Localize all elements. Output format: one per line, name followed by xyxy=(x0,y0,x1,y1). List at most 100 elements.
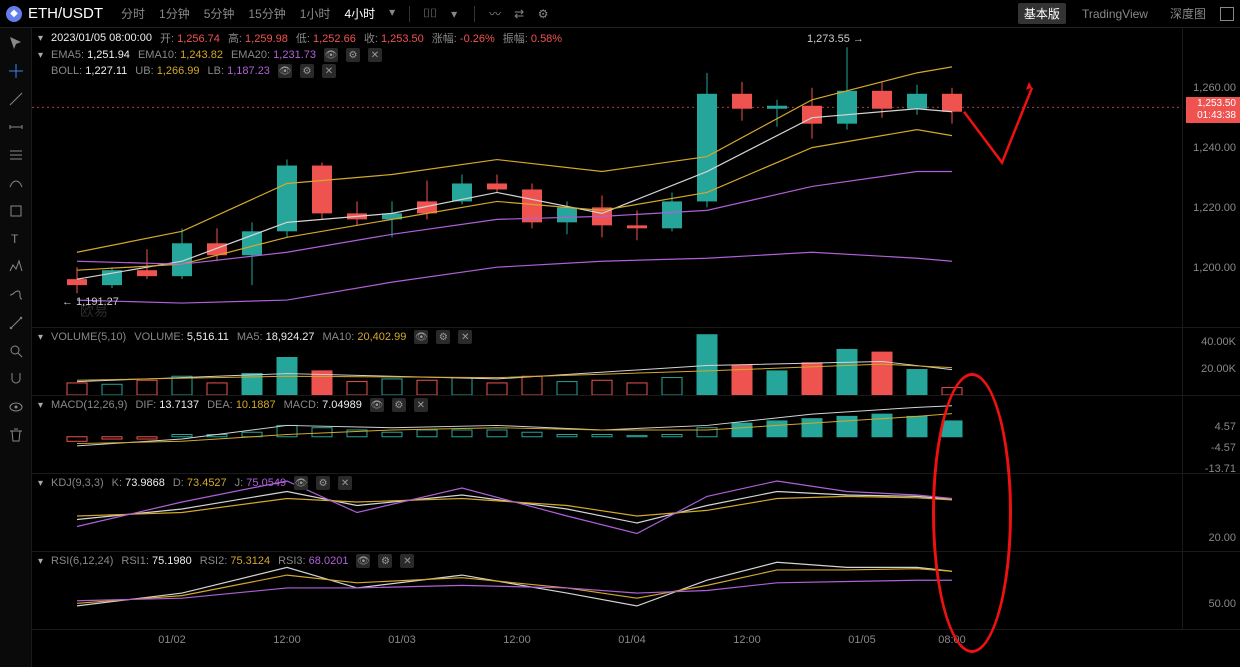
delete-tool[interactable] xyxy=(7,426,25,444)
timeframe-tab[interactable]: 15分钟 xyxy=(242,3,291,24)
ema20-value: 1,231.73 xyxy=(273,49,316,61)
close-icon[interactable]: ✕ xyxy=(368,48,382,62)
compare-icon[interactable]: ⇄ xyxy=(511,6,527,22)
measure-tool[interactable] xyxy=(7,314,25,332)
indicator-icon[interactable]: 〰 xyxy=(487,6,503,22)
kdj-axis[interactable]: 20.00 xyxy=(1182,474,1240,551)
ohlc-header: ▾ 2023/01/05 08:00:00 开: 1,256.74 高: 1,2… xyxy=(38,30,562,78)
forecast-tool[interactable] xyxy=(7,286,25,304)
main-chart-panel[interactable]: ▾ 2023/01/05 08:00:00 开: 1,256.74 高: 1,2… xyxy=(32,28,1240,328)
rsi-axis[interactable]: 50.00 xyxy=(1182,552,1240,629)
visibility-tool[interactable] xyxy=(7,398,25,416)
separator xyxy=(474,6,475,22)
collapse-icon[interactable]: ▾ xyxy=(38,33,43,44)
vol-ma5-value: 18,924.27 xyxy=(266,331,315,343)
kdj-title: KDJ(9,3,3) xyxy=(51,477,104,489)
collapse-icon[interactable]: ▾ xyxy=(38,478,43,489)
timeframe-tab[interactable]: 1分钟 xyxy=(153,3,196,24)
gear-icon[interactable]: ⚙ xyxy=(300,64,314,78)
amplitude-value: 0.58% xyxy=(531,33,562,45)
eye-icon[interactable]: 👁 xyxy=(370,398,384,412)
price-axis[interactable]: 1,200.001,220.001,240.001,260.001,253.50… xyxy=(1182,28,1240,327)
close-icon[interactable]: ✕ xyxy=(338,476,352,490)
close-icon[interactable]: ✕ xyxy=(322,64,336,78)
dea-label: DEA: xyxy=(207,399,233,411)
datetime-label: 2023/01/05 08:00:00 xyxy=(51,32,152,44)
trading-pair[interactable]: ETH/USDT xyxy=(28,5,103,22)
settings-icon[interactable]: ⚙ xyxy=(535,6,551,22)
rsi3-value: 68.0201 xyxy=(309,555,349,567)
eye-icon[interactable]: 👁 xyxy=(356,554,370,568)
collapse-icon[interactable]: ▾ xyxy=(38,332,43,343)
candle-style-icon[interactable]: ⌷⌷ xyxy=(422,6,438,22)
eye-icon[interactable]: 👁 xyxy=(414,330,428,344)
fullscreen-icon[interactable] xyxy=(1220,7,1234,21)
gear-icon[interactable]: ⚙ xyxy=(378,554,392,568)
crosshair-tool[interactable] xyxy=(7,62,25,80)
timeframe-tab[interactable]: 分时 xyxy=(115,3,151,24)
timeframe-tab[interactable]: 5分钟 xyxy=(198,3,241,24)
time-tick: 01/02 xyxy=(158,634,186,646)
ema5-label: EMA5: xyxy=(51,49,84,61)
trendline-tool[interactable] xyxy=(7,90,25,108)
pattern-tool[interactable] xyxy=(7,258,25,276)
eye-icon[interactable]: 👁 xyxy=(278,64,292,78)
k-value: 73.9868 xyxy=(125,477,165,489)
top-toolbar: ◆ ETH/USDT 分时1分钟5分钟15分钟1小时4小时▾ ⌷⌷ ▾ 〰 ⇄ … xyxy=(0,0,1240,28)
gear-icon[interactable]: ⚙ xyxy=(316,476,330,490)
text-tool[interactable]: T xyxy=(7,230,25,248)
macd-panel[interactable]: ▾ MACD(12,26,9) DIF: 13.7137 DEA: 10.188… xyxy=(32,396,1240,474)
macd-label: MACD: xyxy=(284,399,319,411)
rsi-panel[interactable]: ▾ RSI(6,12,24) RSI1: 75.1980 RSI2: 75.31… xyxy=(32,552,1240,630)
hline-tool[interactable] xyxy=(7,118,25,136)
cursor-tool[interactable] xyxy=(7,34,25,52)
volume-axis[interactable]: 40.00K20.00K xyxy=(1182,328,1240,395)
zoom-tool[interactable] xyxy=(7,342,25,360)
boll-value: 1,227.11 xyxy=(85,65,127,77)
volume-panel[interactable]: ▾ VOLUME(5,10) VOLUME: 5,516.11 MA5: 18,… xyxy=(32,328,1240,396)
close-icon[interactable]: ✕ xyxy=(400,554,414,568)
time-axis[interactable]: 01/0212:0001/0312:0001/0412:0001/0508:00 xyxy=(32,630,1240,650)
chart-mode-tab[interactable]: 基本版 xyxy=(1018,3,1066,24)
rsi2-label: RSI2: xyxy=(200,555,228,567)
separator xyxy=(409,6,410,22)
chart-mode-tab[interactable]: 深度图 xyxy=(1164,3,1212,24)
collapse-icon[interactable]: ▾ xyxy=(38,50,43,61)
dropdown-icon[interactable]: ▾ xyxy=(446,6,462,22)
eye-icon[interactable]: 👁 xyxy=(324,48,338,62)
close-value: 1,253.50 xyxy=(381,33,424,45)
collapse-icon[interactable]: ▾ xyxy=(38,556,43,567)
vol-ma10-value: 20,402.99 xyxy=(357,331,406,343)
close-icon[interactable]: ✕ xyxy=(458,330,472,344)
kdj-panel[interactable]: ▾ KDJ(9,3,3) K: 73.9868 D: 73.4527 J: 75… xyxy=(32,474,1240,552)
shapes-tool[interactable] xyxy=(7,202,25,220)
chart-mode-tab[interactable]: TradingView xyxy=(1076,5,1154,23)
close-icon[interactable]: ✕ xyxy=(414,398,428,412)
gear-icon[interactable]: ⚙ xyxy=(436,330,450,344)
time-tick: 12:00 xyxy=(273,634,301,646)
time-tick: 12:00 xyxy=(503,634,531,646)
amplitude-label: 振幅: xyxy=(503,33,528,45)
time-tick: 01/04 xyxy=(618,634,646,646)
gear-icon[interactable]: ⚙ xyxy=(392,398,406,412)
svg-text:T: T xyxy=(11,232,19,246)
macd-axis[interactable]: 4.57-4.57-13.71 xyxy=(1182,396,1240,473)
magnet-tool[interactable] xyxy=(7,370,25,388)
close-label: 收: xyxy=(364,33,378,45)
timeframe-tab[interactable]: 4小时 xyxy=(338,3,381,24)
d-label: D: xyxy=(173,477,184,489)
dif-value: 13.7137 xyxy=(159,399,199,411)
lb-label: LB: xyxy=(208,65,225,77)
fib-tool[interactable] xyxy=(7,146,25,164)
timeframe-more-icon[interactable]: ▾ xyxy=(383,3,401,24)
high-label: 高: xyxy=(228,33,242,45)
rsi1-value: 75.1980 xyxy=(152,555,192,567)
eye-icon[interactable]: 👁 xyxy=(294,476,308,490)
collapse-icon[interactable]: ▾ xyxy=(38,400,43,411)
low-value: 1,252.66 xyxy=(313,33,356,45)
time-tick: 08:00 xyxy=(938,634,966,646)
lb-value: 1,187.23 xyxy=(227,65,270,77)
gear-icon[interactable]: ⚙ xyxy=(346,48,360,62)
timeframe-tab[interactable]: 1小时 xyxy=(294,3,337,24)
brush-tool[interactable] xyxy=(7,174,25,192)
